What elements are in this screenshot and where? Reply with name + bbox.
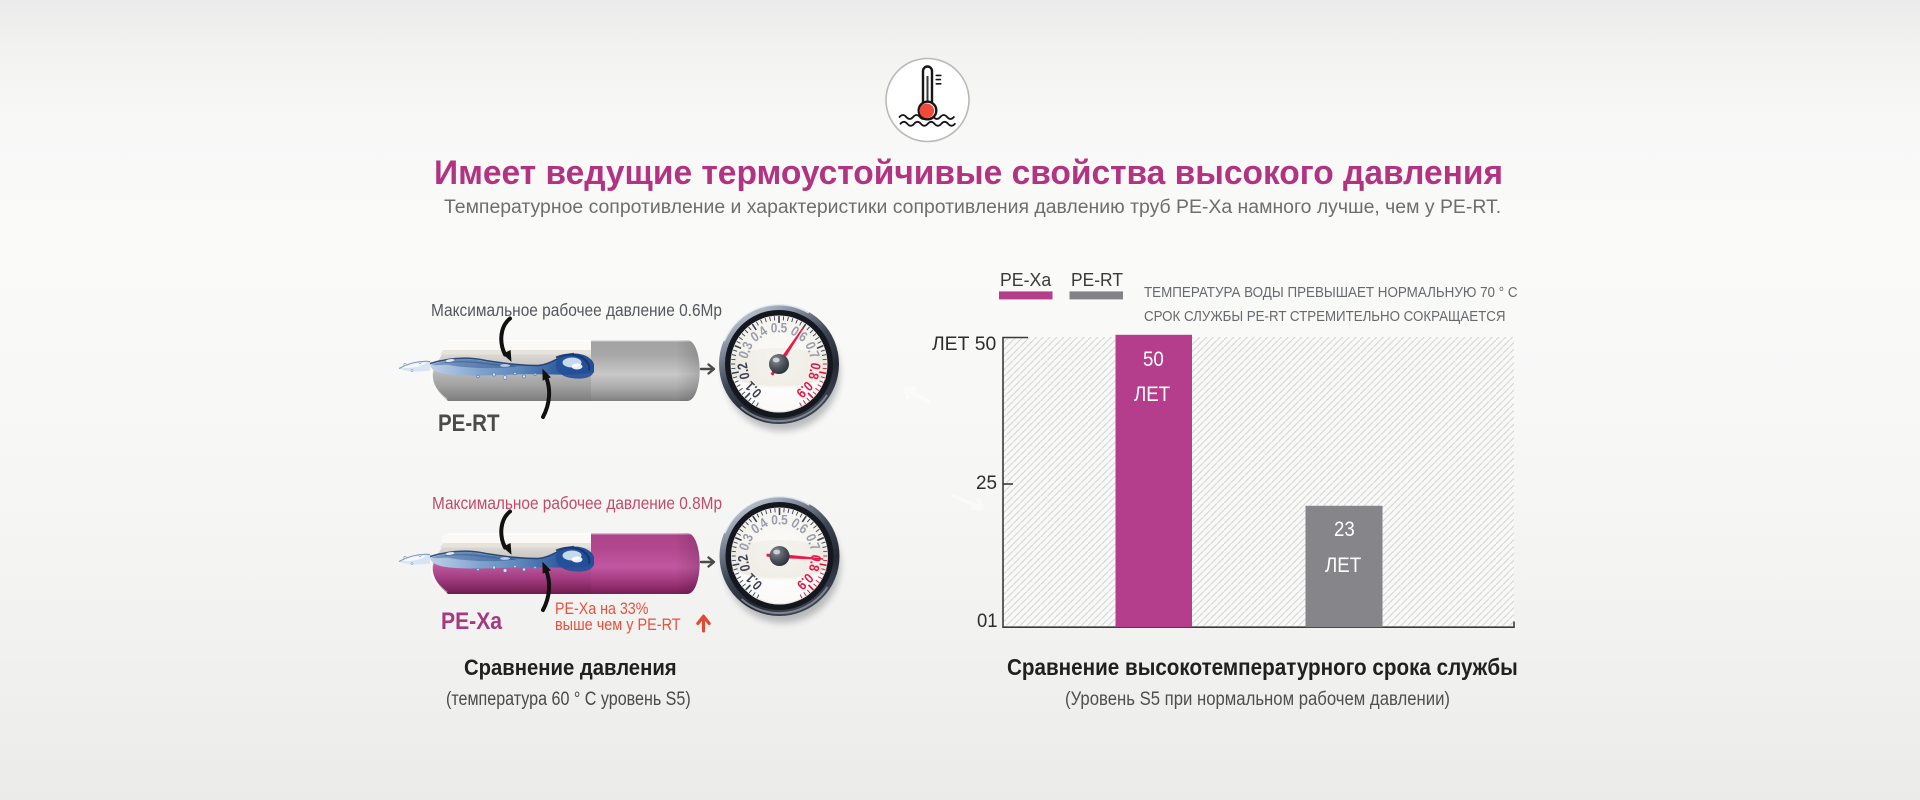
svg-text:0.5: 0.5 <box>771 512 788 528</box>
svg-text:0.4: 0.4 <box>747 322 770 345</box>
svg-text:0.3: 0.3 <box>735 339 756 361</box>
svg-text:0.7: 0.7 <box>803 531 824 553</box>
svg-text:0.3: 0.3 <box>735 531 756 553</box>
svg-text:0.7: 0.7 <box>802 339 823 361</box>
svg-text:0.8: 0.8 <box>805 361 824 380</box>
svg-text:0.8: 0.8 <box>806 553 825 572</box>
svg-text:0.4: 0.4 <box>748 514 771 537</box>
svg-text:0.2: 0.2 <box>734 361 753 380</box>
svg-text:0.6: 0.6 <box>788 514 811 537</box>
svg-text:0.2: 0.2 <box>734 553 753 572</box>
svg-text:0.5: 0.5 <box>771 320 788 336</box>
